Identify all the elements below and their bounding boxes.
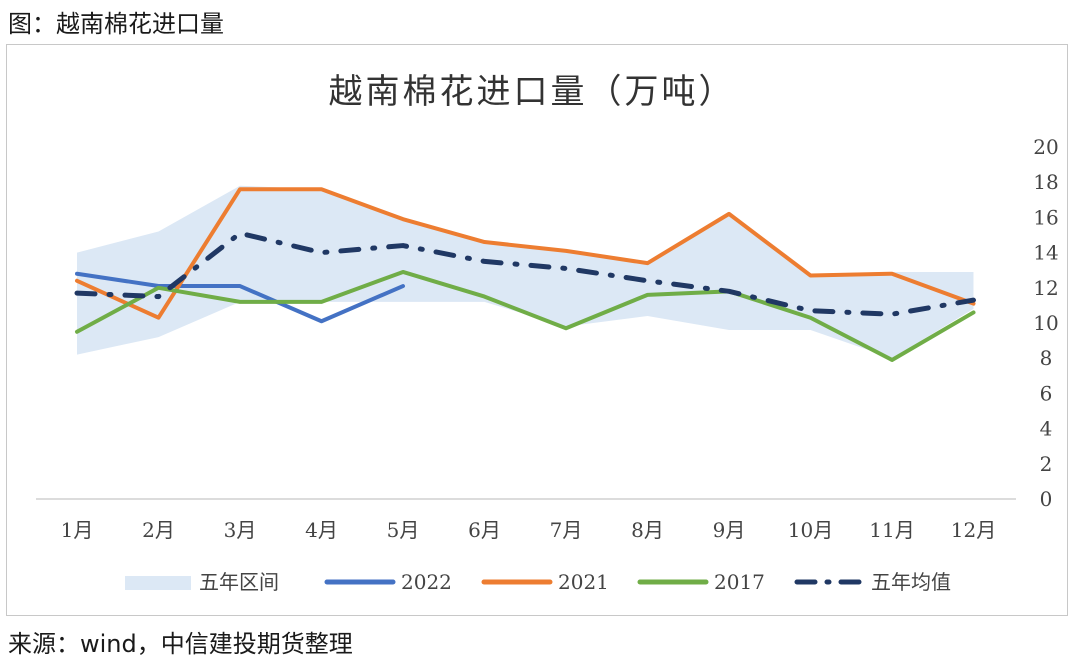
y-tick-label: 14 <box>1033 241 1058 265</box>
series-line-2022 <box>75 271 405 324</box>
series-line-2017 <box>75 269 976 362</box>
x-tick-layer: 1月 2月 3月 4月 5月 6月 7月 8月 9月 10月 11月 12月 <box>61 518 997 542</box>
range-band <box>77 185 974 359</box>
series-line-2021 <box>75 187 976 320</box>
y-tick-layer: 0 2 4 6 8 10 12 14 16 18 20 <box>1033 135 1058 511</box>
chart-frame <box>6 44 1068 616</box>
y-tick-label: 2 <box>1040 452 1053 476</box>
y-tick-label: 0 <box>1040 487 1053 511</box>
y-tick-label: 12 <box>1033 276 1058 300</box>
legend: 五年区间 2022 2021 2017 五年均值 <box>125 570 951 594</box>
series-layer <box>74 187 976 362</box>
x-tick-label: 11月 <box>869 518 914 542</box>
x-tick-label: 4月 <box>305 518 338 542</box>
x-tick-label: 10月 <box>788 518 833 542</box>
x-tick-label: 1月 <box>61 518 94 542</box>
y-tick-label: 18 <box>1033 170 1058 194</box>
y-tick-label: 20 <box>1033 135 1058 159</box>
y-tick-label: 16 <box>1033 205 1058 229</box>
legend-label: 2022 <box>401 570 452 594</box>
y-tick-label: 10 <box>1033 311 1058 335</box>
x-tick-label: 5月 <box>387 518 420 542</box>
x-tick-label: 2月 <box>142 518 175 542</box>
x-tick-label: 9月 <box>713 518 746 542</box>
x-tick-label: 12月 <box>951 518 996 542</box>
source-note: 来源：wind，中信建投期货整理 <box>8 630 353 658</box>
legend-label: 五年区间 <box>199 570 279 594</box>
series-line-五年均值 <box>74 230 976 317</box>
legend-label: 2017 <box>714 570 765 594</box>
x-tick-label: 8月 <box>631 518 664 542</box>
x-tick-label: 6月 <box>468 518 501 542</box>
legend-label: 五年均值 <box>871 570 951 594</box>
figure-caption: 图：越南棉花进口量 <box>8 10 224 38</box>
y-tick-label: 6 <box>1040 381 1053 405</box>
x-tick-label: 7月 <box>550 518 583 542</box>
y-tick-label: 4 <box>1040 417 1053 441</box>
legend-label: 2021 <box>558 570 609 594</box>
range-band-layer <box>77 185 974 359</box>
x-tick-label: 3月 <box>224 518 257 542</box>
legend-swatch-band <box>125 576 191 590</box>
y-tick-label: 8 <box>1040 346 1053 370</box>
chart-title: 越南棉花进口量（万吨） <box>329 72 736 112</box>
